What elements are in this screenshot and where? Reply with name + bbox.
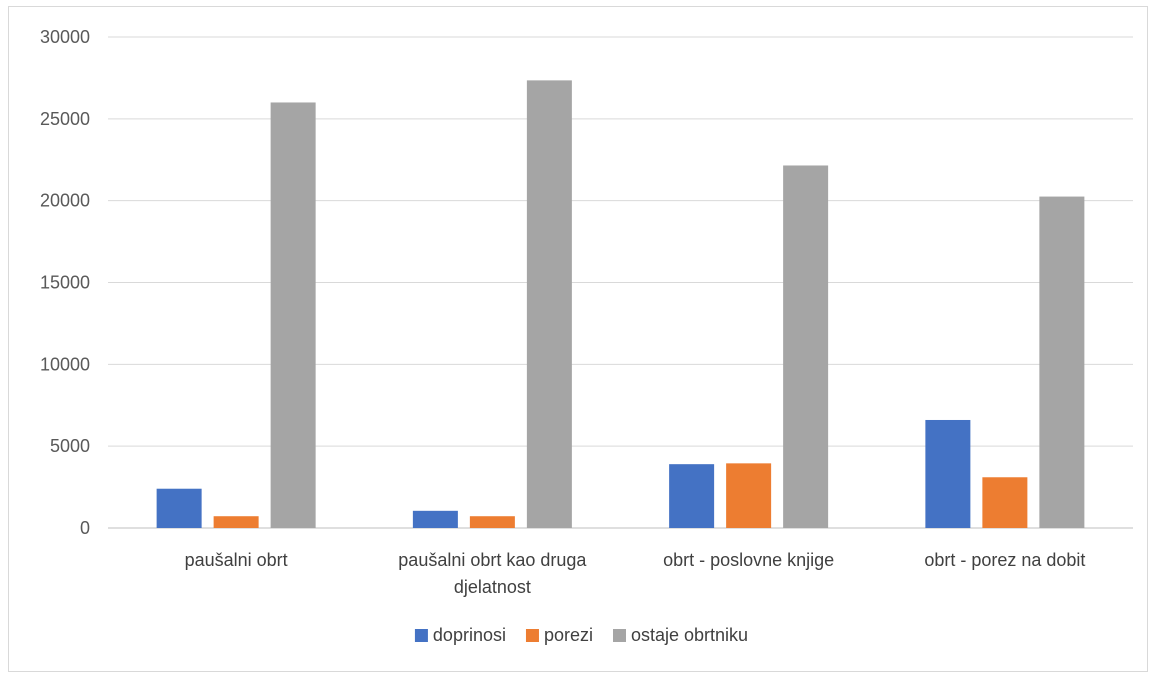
y-axis-ticks: 0 5000 10000 15000 20000 25000 30000 [40, 27, 90, 538]
legend-swatch [414, 629, 428, 642]
legend-swatch [613, 629, 626, 642]
y-tick-label: 15000 [40, 273, 90, 293]
y-tick-label: 25000 [40, 109, 90, 129]
y-tick-label: 20000 [40, 191, 90, 211]
gridlines [108, 36, 1133, 529]
x-category-label: obrt - poslovne knjige [663, 550, 834, 570]
legend-label: ostaje obrtniku [631, 625, 748, 645]
bar-porezi [469, 516, 515, 528]
bar-ostaje-obrtniku [783, 165, 829, 528]
bar-ostaje-obrtniku [526, 80, 572, 528]
bar-porezi [726, 463, 772, 528]
bars [156, 80, 1085, 528]
bar-porezi [982, 477, 1028, 528]
bar-doprinosi [156, 488, 202, 528]
legend: doprinosi porezi ostaje obrtniku [414, 625, 748, 645]
x-category-label: paušalni obrt [185, 550, 288, 570]
x-category-label: paušalni obrt kao druga djelatnost [398, 550, 587, 597]
y-tick-label: 5000 [50, 436, 90, 456]
bar-doprinosi [925, 419, 971, 528]
legend-label: doprinosi [433, 625, 506, 645]
chart-frame [8, 6, 1148, 672]
bar-doprinosi [412, 510, 458, 528]
legend-swatch [525, 629, 539, 642]
y-tick-label: 30000 [40, 27, 90, 47]
y-tick-label: 10000 [40, 354, 90, 374]
x-category-label: obrt - porez na dobit [924, 550, 1085, 570]
y-tick-label: 0 [80, 518, 90, 538]
bar-porezi [213, 516, 259, 528]
bar-ostaje-obrtniku [1039, 196, 1085, 528]
legend-label: porezi [544, 625, 593, 645]
bar-doprinosi [669, 464, 715, 528]
x-axis-categories: paušalni obrt paušalni obrt kao druga djel… [185, 550, 1086, 597]
bar-ostaje-obrtniku [270, 102, 316, 528]
